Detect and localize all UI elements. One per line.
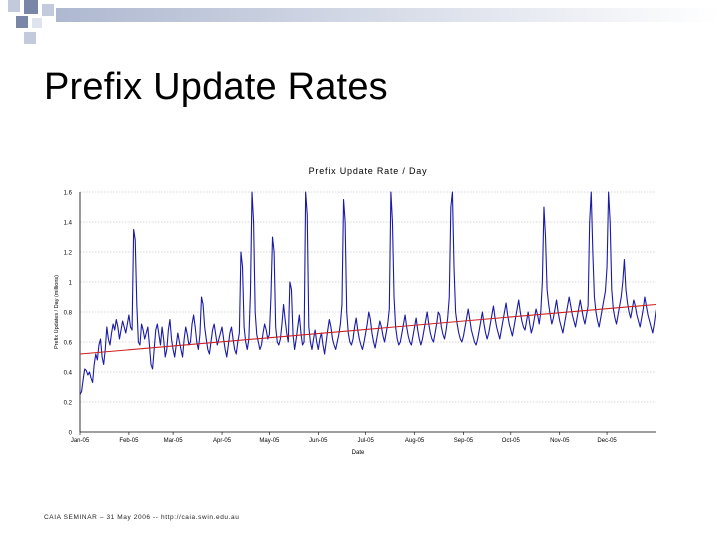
series-line-trend [79,303,657,355]
chart-title: Prefix Update Rate / Day [309,166,428,176]
deco-square-bottom [24,32,36,44]
deco-square-mid-light [32,18,42,28]
x-tick-label: Dec-05 [597,438,617,444]
y-tick-label: 0 [69,431,73,437]
deco-square-top-left [8,0,20,12]
x-tick-label: Jul-05 [357,438,374,444]
prefix-update-rate-chart: Prefix Update Rate / Day 0 0.2 0.4 0.6 0.8 1 1.… [54,166,657,456]
y-tick-label: 1.6 [64,191,73,197]
y-tick-label: 0.4 [64,371,73,377]
deco-square-mid [16,16,28,28]
x-tick-label: Mar-05 [164,438,184,444]
series-line-daily-updates [80,191,656,395]
x-tick-label: Apr-05 [213,438,232,444]
x-tick-label: Jun-05 [309,438,328,444]
y-tick-label: 0.8 [64,311,73,317]
x-tick-label: Feb-05 [119,438,139,444]
deco-square-top-mid [24,0,38,14]
y-tick-label: 1.4 [64,221,73,227]
x-tick-label: Nov-05 [550,438,570,444]
y-tick-label: 0.6 [64,341,73,347]
x-axis-label: Date [352,450,365,456]
x-tick-label: Aug-05 [405,438,425,444]
x-tick-label: May-05 [259,438,280,444]
x-tick-label: Oct-05 [502,438,521,444]
deco-square-top-right [42,4,54,16]
y-tick-label: 0.2 [64,401,73,407]
title-bar-decoration [8,0,720,44]
title-bar-gradient [56,8,720,22]
slide-footer: CAIA SEMINAR – 31 May 2006 -- http://cai… [44,514,240,521]
y-tick-label: 1.2 [64,251,73,257]
x-tick-label: Jan-05 [71,438,90,444]
x-tick-label: Sep-05 [454,438,474,444]
y-axis-label: Prefix Updates / Day (millions) [54,275,60,349]
slide-title: Prefix Update Rates [44,66,388,108]
y-tick-label: 1 [69,281,73,287]
